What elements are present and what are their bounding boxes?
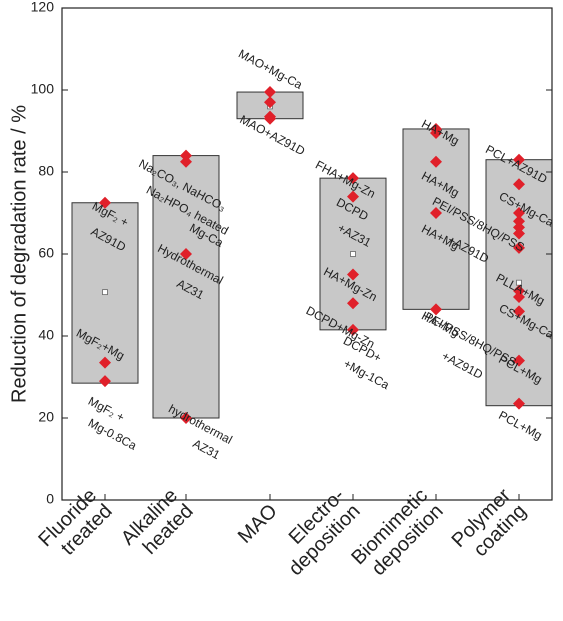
x-tick-label-line: MAO [234, 500, 282, 548]
y-tick-label: 20 [38, 409, 54, 425]
data-point [430, 303, 442, 316]
data-point [347, 190, 359, 203]
data-point [99, 196, 111, 209]
data-point [99, 356, 111, 369]
data-point [264, 112, 276, 125]
data-point [347, 323, 359, 336]
data-point [347, 268, 359, 281]
data-point [180, 155, 192, 168]
y-axis-label: Reduction of degradation rate / % [8, 105, 30, 403]
data-point [180, 412, 192, 424]
data-point [180, 248, 192, 260]
data-point [513, 227, 525, 240]
annotation: PCL+Mg [496, 408, 544, 442]
data-point [347, 172, 359, 185]
data-point [264, 96, 276, 109]
data-point [513, 215, 525, 228]
y-tick-label: 0 [46, 491, 54, 507]
data-point [180, 149, 192, 162]
range-box [152, 155, 220, 419]
x-tick-label: MAO [234, 500, 282, 548]
data-point [513, 153, 525, 166]
data-point [430, 207, 442, 219]
data-point [513, 178, 525, 191]
annotation: +Mg-1Ca [341, 356, 392, 392]
mean-marker [350, 251, 356, 257]
data-point [347, 297, 359, 310]
data-point [513, 207, 525, 219]
data-point [513, 284, 525, 297]
data-point [513, 305, 525, 318]
y-tick-label: 100 [31, 81, 55, 97]
y-tick-label: 80 [38, 163, 54, 179]
data-point [99, 375, 111, 388]
mean-marker [102, 289, 108, 296]
data-point [513, 221, 525, 234]
data-point [430, 155, 442, 168]
data-point [513, 291, 525, 304]
annotation: +AZ91D [440, 349, 486, 382]
annotation: Mg-0.8Ca [86, 416, 139, 453]
data-point [513, 241, 525, 254]
y-tick-label: 120 [31, 0, 55, 15]
data-point [513, 354, 525, 367]
data-point [430, 127, 442, 140]
x-tick-label: Electro-deposition [285, 485, 365, 581]
y-tick-label: 40 [38, 327, 54, 343]
data-point [264, 86, 276, 99]
y-tick-label: 60 [38, 245, 54, 261]
annotation: MAO+Mg-Ca [236, 47, 305, 93]
data-point [513, 397, 525, 410]
